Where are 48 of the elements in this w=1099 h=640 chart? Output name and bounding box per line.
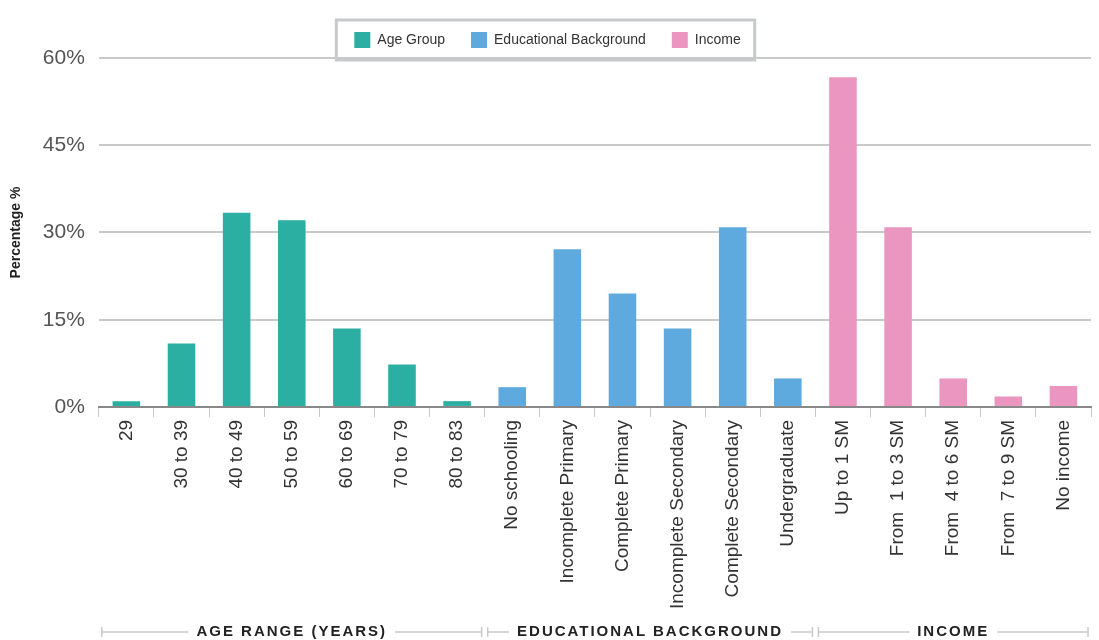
x-tick-label: 80 to 83 [445,419,467,489]
bar [167,343,196,406]
bar [884,227,912,406]
y-axis-title: Percentage % [7,186,24,279]
y-tick-label: 45% [42,132,85,156]
bar [443,401,471,406]
text: AGE RANGE (YEARS) [196,622,388,640]
x-tick-label: 29 [114,419,136,442]
bar [608,293,637,406]
x-tick-label: From 4 to 6 SM [941,419,963,557]
x-tick-label: 70 to 79 [390,419,412,489]
bar [553,249,582,406]
x-tick-label: 30 to 39 [169,419,191,489]
x-tick-label: Complete Primary [610,419,632,572]
bar [333,328,361,406]
x-tick-label: No income [1051,419,1073,511]
x-tick-label: Up to 1 SM [831,419,853,515]
legend-label: Age Group [377,30,446,47]
legend-label: Educational Background [494,30,646,47]
bar [112,401,141,406]
bar [1049,386,1078,406]
legend-label: Income [694,30,741,47]
text: EDUCATIONAL BACKGROUND [517,622,784,640]
x-tick-label: Complete Secondary [720,419,742,598]
bar [663,328,692,406]
bar [498,387,527,406]
x-tick-label: Incomplete Primary [555,419,577,584]
text: INCOME [917,622,990,640]
bar [222,212,251,406]
x-tick-label: Undergraduate [776,419,798,547]
x-tick-label: 60 to 69 [335,419,357,489]
x-tick-label: Incomplete Secondary [665,419,687,610]
x-tick-label: 40 to 49 [224,419,246,489]
bar [718,227,747,406]
bar [388,364,416,406]
x-tick-label: No schooling [500,419,522,530]
bar [829,77,857,406]
x-tick-label: 50 to 59 [279,419,301,489]
x-tick-label: From 1 to 3 SM [886,419,908,557]
bar [277,220,306,406]
y-tick-label: 60% [42,44,85,68]
bar [994,396,1023,406]
bar [939,378,967,406]
y-tick-label: 0% [54,393,85,417]
y-tick-label: 30% [42,219,85,243]
bar [774,378,802,406]
x-tick-label: From 7 to 9 SM [996,419,1018,557]
y-tick-label: 15% [42,306,85,330]
